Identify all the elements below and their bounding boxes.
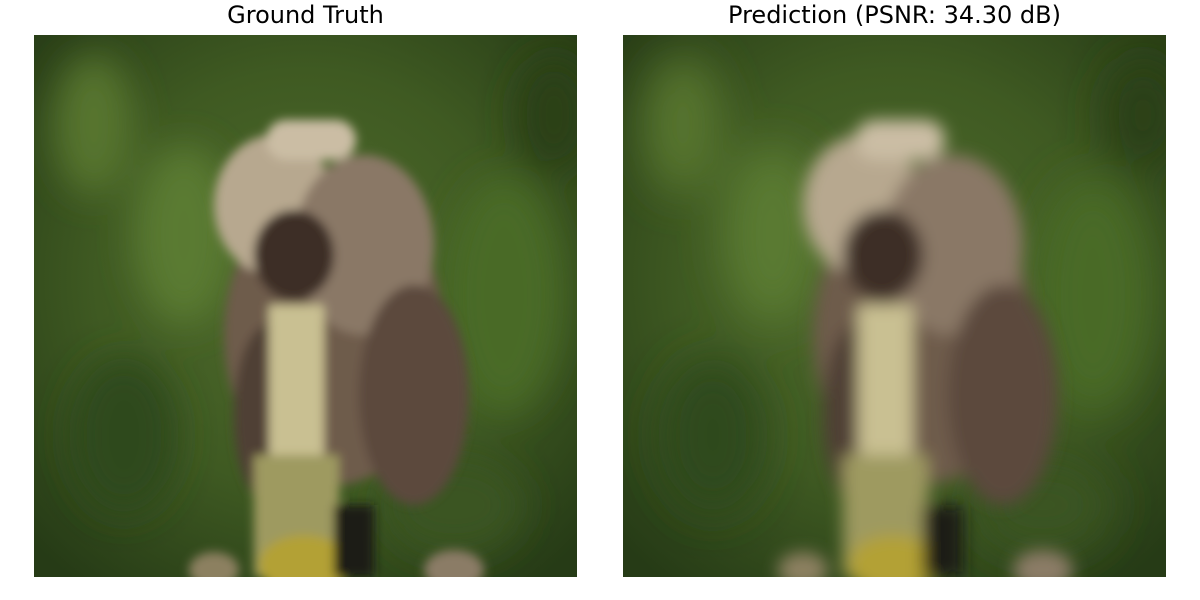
ground-truth-title: Ground Truth xyxy=(227,1,384,29)
prediction-title: Prediction (PSNR: 34.30 dB) xyxy=(728,1,1061,29)
prediction-image xyxy=(623,35,1166,577)
ground-truth-image xyxy=(34,35,577,577)
